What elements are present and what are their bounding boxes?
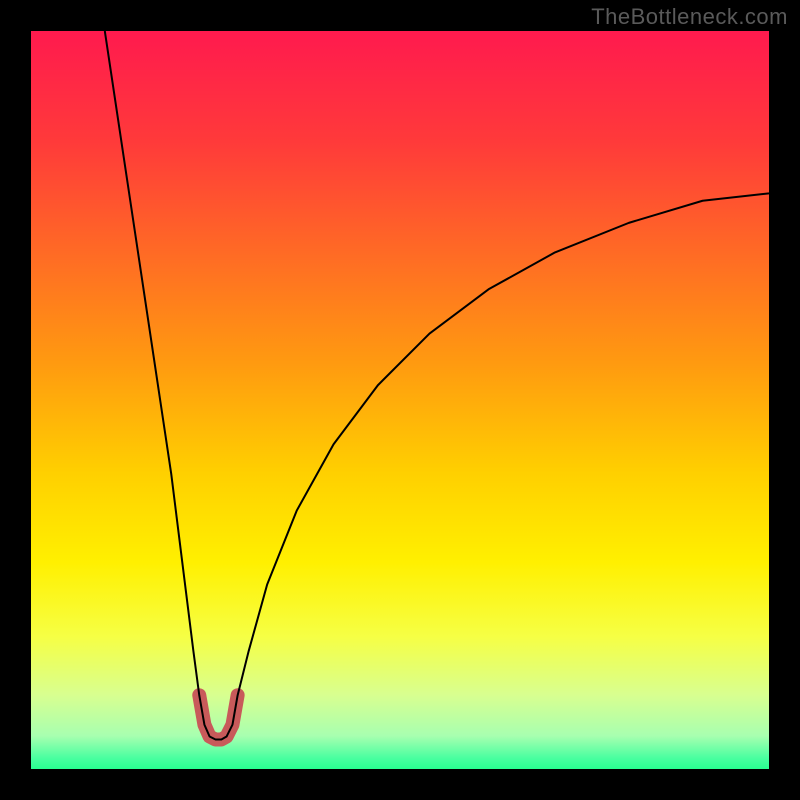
watermark-text: TheBottleneck.com: [591, 4, 788, 30]
chart-stage: TheBottleneck.com: [0, 0, 800, 800]
plot-area: [31, 31, 769, 769]
bottleneck-curve: [105, 31, 769, 739]
trough-marker: [199, 695, 237, 739]
curve-overlay: [31, 31, 769, 769]
